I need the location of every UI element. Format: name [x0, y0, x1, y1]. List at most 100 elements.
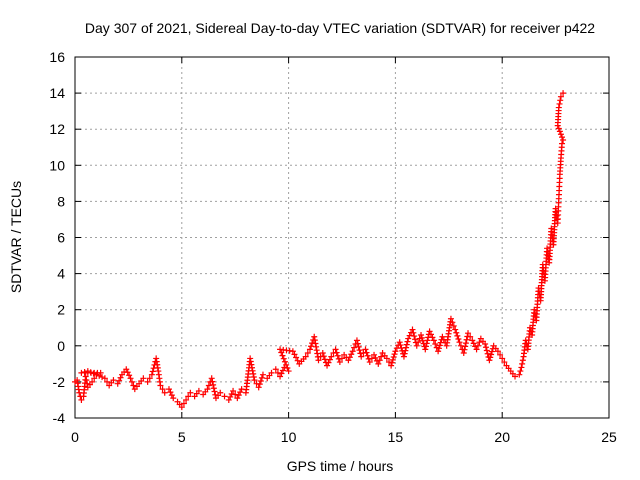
- x-tick-label: 20: [494, 429, 510, 445]
- data-point: [401, 350, 408, 357]
- y-tick-label: 8: [57, 193, 65, 209]
- data-point: [390, 353, 397, 360]
- x-tick-label: 15: [388, 429, 404, 445]
- y-tick-label: 0: [57, 338, 65, 354]
- data-point: [256, 381, 263, 388]
- data-point: [311, 337, 318, 344]
- data-point: [313, 347, 320, 354]
- data-point: [157, 382, 164, 389]
- data-point: [149, 368, 156, 375]
- data-point: [450, 322, 457, 329]
- data-point: [461, 346, 468, 353]
- data-point: [422, 346, 429, 353]
- data-point: [436, 342, 443, 349]
- data-point: [114, 380, 121, 387]
- data-point: [358, 353, 365, 360]
- data-point: [452, 326, 459, 333]
- data-point: [259, 371, 266, 378]
- data-point: [462, 340, 469, 347]
- x-tick-labels: 0 5 10 15 20 25: [71, 429, 617, 445]
- data-point: [501, 359, 508, 366]
- data-point: [519, 357, 526, 364]
- data-point: [128, 378, 135, 385]
- data-point: [333, 349, 340, 356]
- data-point: [285, 368, 292, 375]
- y-tick-label: 6: [57, 230, 65, 246]
- data-point: [517, 368, 524, 375]
- y-tick-label: 16: [49, 49, 65, 65]
- data-point: [89, 378, 96, 385]
- data-point: [251, 377, 258, 384]
- data-point: [371, 351, 378, 358]
- data-point: [284, 364, 291, 371]
- data-point: [148, 371, 155, 378]
- data-point: [195, 387, 202, 394]
- data-point: [312, 340, 319, 347]
- data-point: [557, 93, 564, 100]
- data-point: [311, 333, 318, 340]
- data-point: [308, 343, 315, 350]
- data-point: [430, 337, 437, 344]
- data-point: [280, 355, 287, 362]
- data-point: [247, 355, 254, 362]
- data-point: [456, 339, 463, 346]
- data-point: [257, 377, 264, 384]
- data-point: [87, 369, 94, 376]
- data-point: [391, 351, 398, 358]
- data-point: [366, 359, 373, 366]
- data-point: [210, 385, 217, 392]
- data-point: [396, 339, 403, 346]
- y-tick-label: -2: [53, 374, 66, 390]
- data-point: [497, 351, 504, 358]
- data-point: [234, 395, 241, 402]
- data-point: [362, 346, 369, 353]
- data-point: [140, 375, 147, 382]
- data-point: [325, 359, 332, 366]
- data-point: [232, 391, 239, 398]
- data-point: [388, 362, 395, 369]
- data-point: [183, 396, 190, 403]
- y-axis-title: SDTVAR / TECUs: [8, 181, 24, 293]
- data-point: [84, 380, 91, 387]
- data-point: [93, 371, 100, 378]
- data-point: [512, 373, 519, 380]
- data-point: [474, 342, 481, 349]
- data-point: [187, 389, 194, 396]
- data-point: [356, 347, 363, 354]
- data-point: [304, 350, 311, 357]
- x-tick-label: 10: [281, 429, 297, 445]
- y-tick-label: 4: [57, 266, 65, 282]
- y-tick-label: 12: [49, 121, 65, 137]
- data-point: [294, 357, 301, 364]
- y-tick-label: 14: [49, 85, 65, 101]
- data-point: [403, 341, 410, 348]
- data-point: [210, 381, 217, 388]
- data-point: [372, 354, 379, 361]
- data-point: [165, 386, 172, 393]
- data-point: [560, 90, 567, 97]
- data-point: [364, 352, 371, 359]
- data-point: [346, 354, 353, 361]
- data-point: [418, 331, 425, 338]
- data-point: [557, 131, 564, 138]
- data-point: [355, 343, 362, 350]
- data-point: [126, 372, 133, 379]
- data-point: [429, 334, 436, 341]
- data-point: [247, 358, 254, 365]
- data-point: [482, 340, 489, 347]
- data-point: [258, 374, 265, 381]
- data-point: [248, 364, 255, 371]
- data-point: [435, 345, 442, 352]
- data-point: [353, 337, 360, 344]
- data-point: [228, 390, 235, 397]
- data-point: [469, 337, 476, 344]
- data-point: [235, 392, 242, 399]
- data-point: [556, 100, 563, 107]
- data-point: [328, 353, 335, 360]
- data-point: [78, 369, 85, 376]
- data-point: [559, 140, 566, 147]
- data-point: [204, 386, 211, 393]
- data-point: [412, 336, 419, 343]
- data-point: [376, 357, 383, 364]
- data-point: [268, 369, 275, 376]
